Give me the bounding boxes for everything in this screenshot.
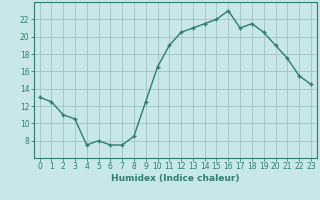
X-axis label: Humidex (Indice chaleur): Humidex (Indice chaleur) [111, 174, 239, 183]
